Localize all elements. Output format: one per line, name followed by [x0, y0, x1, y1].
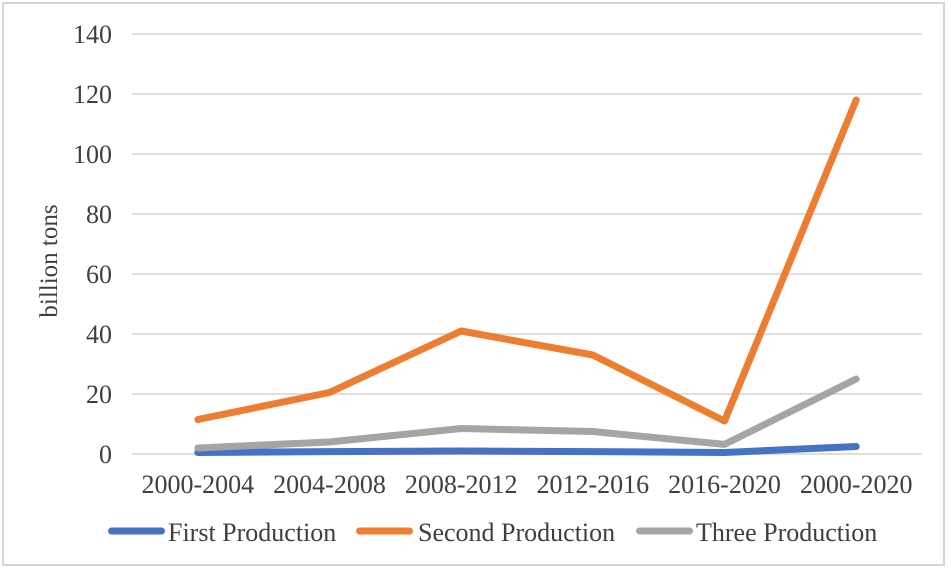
y-tick-label: 120 — [73, 80, 112, 109]
y-tick-label: 60 — [86, 260, 112, 289]
x-tick-label: 2016-2020 — [668, 470, 781, 499]
legend-item-second-production: Second Production — [356, 518, 615, 547]
y-axis-tick-labels: 0 20 40 60 80 100 120 140 — [73, 20, 112, 469]
legend-label: Three Production — [696, 518, 877, 547]
legend-swatch — [108, 527, 165, 535]
legend-label: First Production — [168, 518, 336, 547]
y-tick-label: 80 — [86, 200, 112, 229]
x-tick-label: 2008-2012 — [405, 470, 518, 499]
x-tick-label: 2000-2020 — [800, 470, 913, 499]
x-tick-label: 2004-2008 — [273, 470, 386, 499]
gridlines — [132, 33, 922, 455]
legend-item-first-production: First Production — [108, 518, 336, 547]
y-tick-label: 140 — [73, 20, 112, 49]
y-tick-label: 0 — [99, 440, 112, 469]
series-line-second-production — [194, 96, 860, 425]
series-line-first-production — [194, 443, 860, 456]
y-tick-label: 100 — [73, 140, 112, 169]
x-tick-label: 2012-2016 — [536, 470, 649, 499]
x-axis-tick-labels: 2000-2004 2004-2008 2008-2012 2012-2016 2016… — [141, 470, 912, 499]
x-tick-label: 2000-2004 — [141, 470, 254, 499]
series-lines — [194, 96, 860, 456]
line-chart: 0 20 40 60 80 100 120 140 billion tons 2000-200… — [36, 20, 922, 547]
series-line-three-production — [194, 375, 860, 452]
chart-frame: 0 20 40 60 80 100 120 140 billion tons 2000-200… — [2, 2, 945, 566]
legend: First Production Second Production Three P… — [108, 518, 877, 547]
y-tick-label: 20 — [86, 380, 112, 409]
legend-swatch — [636, 527, 693, 535]
y-tick-label: 40 — [86, 320, 112, 349]
legend-item-three-production: Three Production — [636, 518, 877, 547]
y-axis-title: billion tons — [36, 204, 63, 317]
legend-label: Second Production — [418, 518, 615, 547]
legend-swatch — [356, 527, 413, 535]
